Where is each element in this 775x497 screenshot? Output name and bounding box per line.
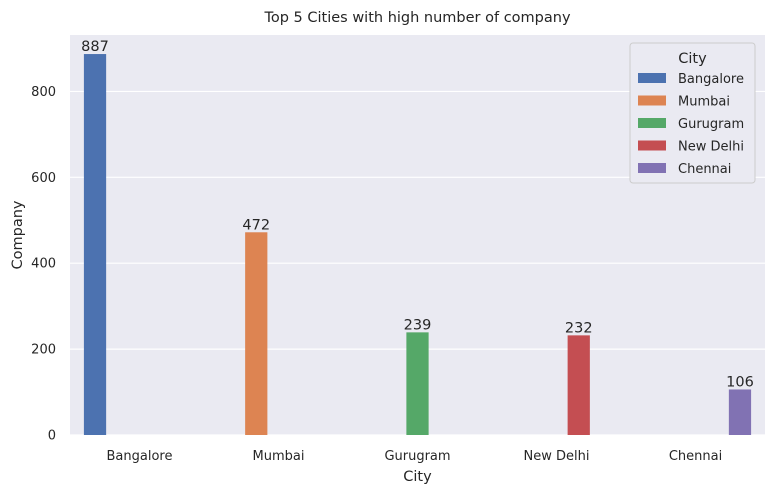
x-axis-label: City [403,469,432,485]
x-axis-ticks: Bangalore Mumbai Gurugram New Delhi Chennai [107,449,723,464]
legend-entry: Bangalore [678,72,744,87]
y-tick-label: 800 [31,85,56,100]
x-tick-label: New Delhi [524,449,590,464]
x-tick-label: Bangalore [107,449,173,464]
legend-swatch [638,140,666,151]
legend-swatch [638,95,666,106]
data-label: 232 [565,320,593,336]
y-axis-label: Company [10,200,26,269]
x-tick-label: Chennai [669,449,722,464]
chart-title: Top 5 Cities with high number of company [263,10,570,26]
legend: City Bangalore Mumbai Gurugram New Delhi Che… [629,42,756,184]
legend-entry: New Delhi [678,140,744,155]
bar-gurugram [406,332,429,435]
y-tick-label: 600 [31,171,56,186]
legend-swatch [638,118,666,128]
legend-entry: Gurugram [678,117,744,132]
data-label: 887 [81,39,109,55]
data-label: 106 [726,374,754,390]
y-tick-label: 0 [48,429,56,444]
bar-bangalore [83,54,107,436]
x-tick-label: Gurugram [384,449,450,464]
data-label: 239 [404,317,432,333]
legend-swatch [638,163,666,173]
bars [83,54,752,436]
y-tick-label: 200 [31,343,56,358]
bar-mumbai [245,232,268,435]
legend-entry: Mumbai [678,95,730,110]
bar-new-delhi [567,335,590,435]
y-axis-ticks: 0 200 400 600 800 [31,85,56,444]
bar-chennai [728,389,752,435]
data-labels: 887 472 239 232 106 [81,39,754,390]
y-tick-label: 400 [31,257,56,272]
legend-items: Bangalore Mumbai Gurugram New Delhi Chennai [638,72,744,177]
x-tick-label: Mumbai [253,449,305,464]
legend-entry: Chennai [678,162,731,177]
legend-swatch [638,73,666,83]
data-label: 472 [242,217,270,233]
legend-title: City [678,51,707,67]
